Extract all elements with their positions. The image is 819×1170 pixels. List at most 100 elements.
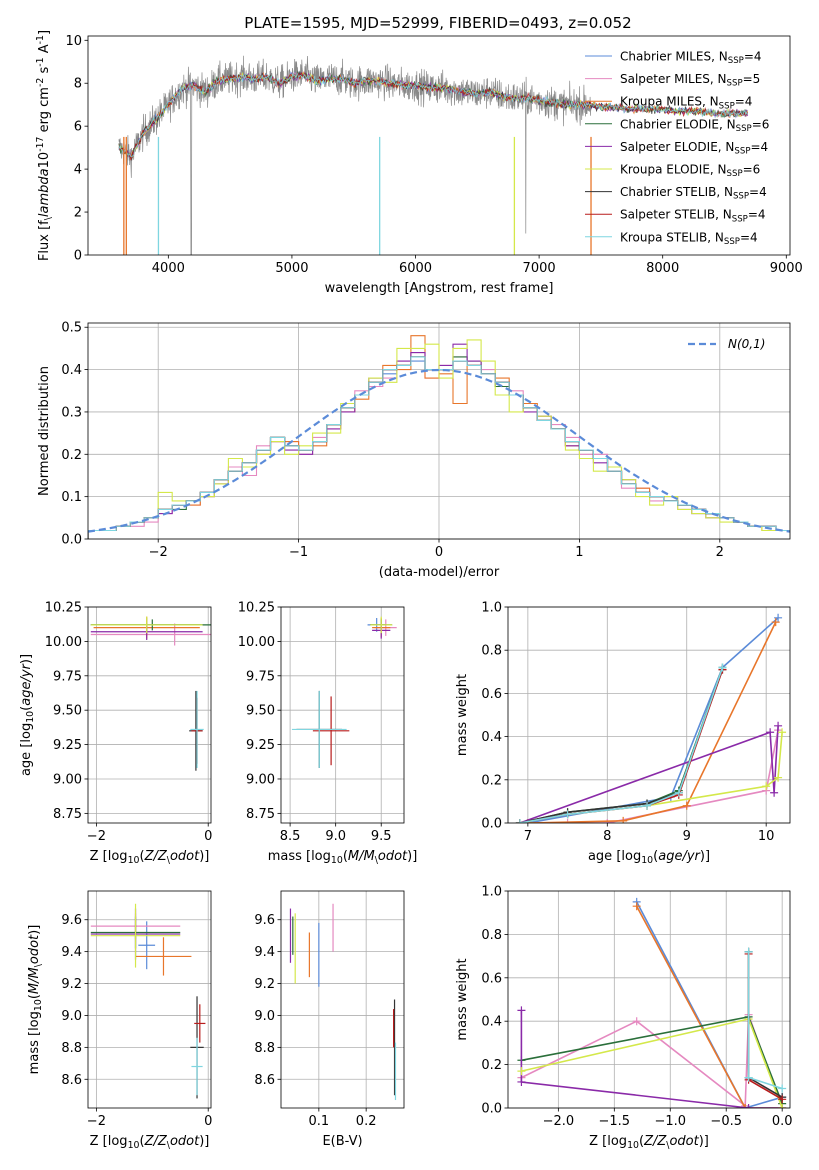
y-tick-label: 9.0 xyxy=(61,1009,82,1024)
x-tick-label: 7 xyxy=(524,829,532,844)
errorbar xyxy=(191,1037,203,1096)
y-tick-label: 0.4 xyxy=(481,730,502,745)
weight-line xyxy=(520,1010,783,1108)
ticks: −2 −1 0 1 2 0.0 0.1 0.2 0.3 0.4 0.5 xyxy=(61,321,724,560)
y-tick-label: 0.4 xyxy=(61,363,82,378)
x-tick-label: 8 xyxy=(603,829,611,844)
weight-marker xyxy=(778,1104,787,1108)
y-tick-label: 8.6 xyxy=(254,1073,275,1088)
weight-marker xyxy=(778,1084,787,1093)
axes-frame xyxy=(87,606,212,824)
plot-area xyxy=(88,335,790,539)
weight-marker xyxy=(744,1104,753,1108)
y-tick-label: 10.25 xyxy=(45,601,82,616)
legend-label: Kroupa STELIB, NSSP=4 xyxy=(620,230,758,247)
x-tick-label: −0.5 xyxy=(710,1114,742,1129)
x-tick-label: 9.0 xyxy=(325,829,346,844)
weight-line xyxy=(527,621,777,823)
mass-vs-metallicity-panel: −2 0 8.6 8.8 9.0 9.2 9.4 9.6 Z [log10(Z/Z\odot)]… xyxy=(27,890,212,1151)
weight-marker xyxy=(766,728,775,737)
errorbar xyxy=(90,903,181,968)
x-tick-label: 6000 xyxy=(399,261,432,276)
y-axis-label: age [log10(age/yr)] xyxy=(19,654,36,776)
x-tick-label: 4000 xyxy=(152,261,185,276)
model-spectrum-line xyxy=(118,71,749,158)
weight-marker xyxy=(603,819,612,823)
x-tick-label: −1 xyxy=(289,545,308,560)
x-axis-label: E(B-V) xyxy=(322,1134,362,1149)
y-tick-label: 0.0 xyxy=(481,817,502,832)
plot-area xyxy=(517,897,787,1108)
x-tick-label: 10 xyxy=(758,829,775,844)
y-tick-label: 1.0 xyxy=(481,601,502,616)
y-tick-label: 0.8 xyxy=(481,928,502,943)
axes-frame xyxy=(87,890,212,1109)
ticks: 8.5 9.0 9.5 8.75 9.00 9.25 9.50 9.75 10.00 10.25 xyxy=(238,601,392,845)
gridlines xyxy=(88,891,211,1108)
x-tick-label: −2 xyxy=(87,829,106,844)
plot-area xyxy=(289,903,397,1101)
plot-area xyxy=(118,55,749,255)
legend-label: Salpeter MILES, NSSP=5 xyxy=(620,72,760,89)
x-tick-label: −2.0 xyxy=(543,1114,575,1129)
x-tick-label: 0.0 xyxy=(772,1114,793,1129)
x-tick-label: 0 xyxy=(435,545,443,560)
x-axis-label: (data-model)/error xyxy=(379,565,500,580)
y-tick-label: 0.4 xyxy=(481,1015,502,1030)
y-tick-label: 9.6 xyxy=(254,913,275,928)
errorbar xyxy=(370,616,393,634)
weight-marker xyxy=(517,1067,526,1076)
y-tick-label: 8.6 xyxy=(61,1073,82,1088)
axes-frame xyxy=(507,890,791,1109)
y-tick-label: 9.0 xyxy=(254,1009,275,1024)
mass-vs-extinction-panel: 0.1 0.2 8.6 8.8 9.0 9.2 9.4 9.6 E(B-V) xyxy=(254,890,405,1149)
x-tick-label: −1.5 xyxy=(599,1114,631,1129)
y-tick-label: 0.2 xyxy=(61,448,82,463)
x-tick-label: −2 xyxy=(149,545,168,560)
y-tick-label: 10.00 xyxy=(45,635,82,650)
y-tick-label: 9.2 xyxy=(61,977,82,992)
weight-marker xyxy=(643,801,652,810)
y-tick-label: 2 xyxy=(74,206,82,221)
legend-label: Kroupa MILES, NSSP=4 xyxy=(620,95,752,112)
y-tick-label: 9.4 xyxy=(254,945,275,960)
weight-marker xyxy=(563,819,572,823)
y-axis-label: Flux [f\lambda10-17 erg cm-2 s-1 A-1] xyxy=(35,30,54,261)
x-tick-label: 9.5 xyxy=(371,829,392,844)
y-tick-label: 6 xyxy=(74,120,82,135)
ticks: −2 0 8.75 9.00 9.25 9.50 9.75 10.00 10.25 xyxy=(45,601,213,845)
weight-marker xyxy=(778,728,787,737)
x-tick-label: 0.2 xyxy=(356,1114,377,1129)
x-tick-label: 9000 xyxy=(770,261,803,276)
weight-marker xyxy=(718,663,727,672)
legend-label: Chabrier MILES, NSSP=4 xyxy=(620,50,762,67)
axes-frame xyxy=(87,35,791,256)
y-tick-label: 8.75 xyxy=(53,807,82,822)
y-tick-label: 0 xyxy=(74,249,82,264)
errorbar xyxy=(138,921,156,970)
normal-distribution-curve xyxy=(88,368,790,533)
y-tick-label: 0.8 xyxy=(481,644,502,659)
weight-marker xyxy=(619,816,628,823)
x-tick-label: 9 xyxy=(683,829,691,844)
weight-marker xyxy=(563,810,572,819)
weight-marker xyxy=(632,1017,641,1026)
weight-vs-metallicity-panel: −2.0 −1.5 −1.0 −0.5 0.0 0.0 0.2 0.4 0.6 0.8 1.0 Z [… xyxy=(455,885,793,1151)
legend-label: Salpeter ELODIE, NSSP=4 xyxy=(620,140,768,157)
weight-line xyxy=(635,901,783,1108)
plot-area xyxy=(291,616,397,768)
axes-frame xyxy=(280,606,405,824)
weight-line xyxy=(519,725,779,823)
y-axis-label: mass weight xyxy=(455,674,470,756)
x-tick-label: −1.0 xyxy=(654,1114,686,1129)
legend-label: Salpeter STELIB, NSSP=4 xyxy=(620,208,766,225)
y-tick-label: 9.4 xyxy=(61,945,82,960)
legend-label: N(0,1) xyxy=(728,337,765,351)
y-tick-label: 8.8 xyxy=(254,1041,275,1056)
x-axis-label: Z [log10(Z/Z\odot)] xyxy=(90,849,210,866)
legend-label: Chabrier STELIB, NSSP=4 xyxy=(620,185,767,202)
ticks: −2 0 8.6 8.8 9.0 9.2 9.4 9.6 xyxy=(61,913,212,1129)
y-tick-label: 9.00 xyxy=(246,772,275,787)
weight-marker xyxy=(674,788,683,797)
y-tick-label: 10.25 xyxy=(238,601,275,616)
